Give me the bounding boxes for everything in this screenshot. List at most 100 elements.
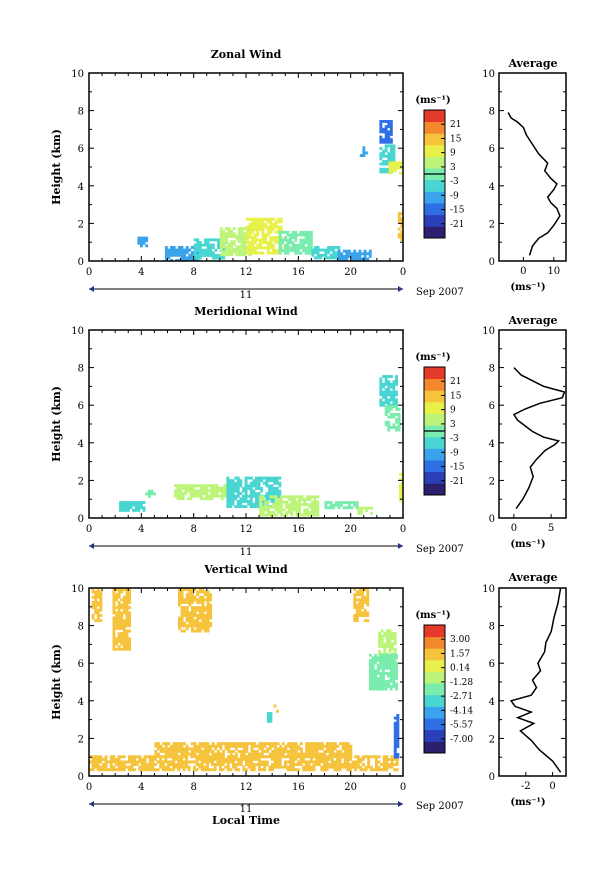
heatmap-cell bbox=[378, 642, 381, 646]
heatmap-cell bbox=[336, 768, 339, 772]
heatmap-cell bbox=[122, 588, 126, 591]
heatmap-cell bbox=[307, 238, 311, 242]
heatmap-cell bbox=[392, 682, 396, 686]
heatmap-cell bbox=[247, 763, 251, 766]
heatmap-cell bbox=[195, 768, 199, 772]
heatmap-cell bbox=[380, 639, 384, 643]
heatmap-cell bbox=[334, 256, 338, 260]
heatmap-cell bbox=[174, 484, 177, 488]
heatmap-cell bbox=[253, 744, 257, 748]
heatmap-cell bbox=[395, 380, 398, 384]
heatmap-cell bbox=[193, 259, 197, 261]
heatmap-cell bbox=[384, 413, 388, 416]
heatmap-cell bbox=[193, 760, 196, 764]
heatmap-cell bbox=[355, 257, 359, 261]
heatmap-cell bbox=[255, 497, 258, 501]
heatmap-cell bbox=[346, 768, 350, 772]
heatmap-cell bbox=[129, 501, 133, 504]
heatmap-cell bbox=[349, 765, 352, 769]
heatmap-cell bbox=[206, 616, 210, 620]
heatmap-cell bbox=[388, 166, 392, 170]
heatmap-cell bbox=[151, 757, 155, 761]
heatmap-cell bbox=[140, 244, 143, 248]
heatmap-cell bbox=[193, 243, 197, 247]
heatmap-cell bbox=[183, 606, 187, 610]
heatmap-cell bbox=[258, 755, 262, 759]
heatmap-cell bbox=[292, 500, 296, 504]
heatmap-cell bbox=[196, 256, 200, 260]
heatmap-cell bbox=[191, 619, 194, 623]
heatmap-cell bbox=[239, 500, 243, 503]
heatmap-cell bbox=[206, 254, 210, 257]
heatmap-cell bbox=[209, 744, 212, 748]
heatmap-cell bbox=[371, 685, 375, 688]
heatmap-cell bbox=[294, 763, 298, 766]
heatmap-cell bbox=[309, 249, 313, 252]
heatmap-cell bbox=[243, 248, 247, 251]
heatmap-cell bbox=[252, 489, 256, 493]
heatmap-cell bbox=[185, 593, 189, 597]
heatmap-cell bbox=[198, 765, 202, 769]
heatmap-cell bbox=[379, 677, 383, 681]
heatmap-cell bbox=[183, 742, 186, 746]
heatmap-cell bbox=[120, 647, 124, 651]
heatmap-cell bbox=[388, 632, 392, 635]
heatmap-cell bbox=[313, 513, 317, 517]
heatmap-cell bbox=[374, 672, 378, 675]
x-tick-label: 4 bbox=[138, 267, 144, 278]
heatmap-cell bbox=[339, 755, 342, 759]
heatmap-cell bbox=[232, 232, 236, 236]
heatmap-cell bbox=[292, 742, 296, 746]
heatmap-cell bbox=[185, 614, 189, 617]
heatmap-cell bbox=[185, 251, 189, 255]
heatmap-cell bbox=[385, 768, 389, 772]
heatmap-cell bbox=[358, 588, 362, 591]
heatmap-cell bbox=[142, 501, 146, 504]
colorbar-segment bbox=[424, 191, 445, 204]
heatmap-cell bbox=[232, 763, 235, 766]
heatmap-cell bbox=[374, 661, 378, 665]
heatmap-cell bbox=[187, 765, 191, 769]
colorbar-label: -5.57 bbox=[450, 721, 473, 731]
heatmap-cell bbox=[363, 588, 367, 591]
heatmap-cell bbox=[273, 500, 277, 503]
heatmap-cell bbox=[374, 682, 378, 686]
heatmap-cell bbox=[225, 227, 228, 231]
heatmap-cell bbox=[206, 744, 210, 748]
heatmap-cell bbox=[240, 240, 244, 244]
heatmap-cell bbox=[198, 744, 202, 748]
heatmap-cell bbox=[198, 611, 202, 615]
heatmap-cell bbox=[226, 760, 230, 764]
heatmap-cell bbox=[355, 506, 359, 510]
heatmap-cell bbox=[117, 619, 121, 623]
heatmap-cell bbox=[265, 476, 269, 480]
heatmap-cell bbox=[369, 679, 372, 683]
heatmap-cell bbox=[384, 682, 388, 686]
heatmap-cell bbox=[389, 403, 393, 407]
heatmap-cell bbox=[259, 495, 262, 499]
heatmap-cell bbox=[382, 138, 385, 142]
heatmap-cell bbox=[333, 760, 337, 764]
heatmap-cell bbox=[278, 476, 282, 480]
heatmap-cell bbox=[128, 595, 131, 599]
heatmap-cell bbox=[341, 763, 345, 766]
heatmap-cell bbox=[196, 251, 199, 255]
average-y-tick-label: 10 bbox=[482, 584, 495, 595]
heatmap-cell bbox=[375, 765, 378, 769]
heatmap-cell bbox=[201, 627, 205, 630]
heatmap-cell bbox=[270, 497, 274, 501]
heatmap-cell bbox=[384, 405, 388, 409]
heatmap-cell bbox=[206, 621, 210, 625]
heatmap-cell bbox=[231, 500, 235, 503]
heatmap-cell bbox=[177, 248, 181, 252]
heatmap-cell bbox=[180, 629, 184, 633]
heatmap-cell bbox=[396, 161, 400, 165]
heatmap-cell bbox=[266, 511, 270, 514]
heatmap-cell bbox=[243, 235, 247, 238]
heatmap-cell bbox=[232, 248, 236, 251]
heatmap-cell bbox=[201, 243, 205, 247]
heatmap-cell bbox=[246, 230, 249, 234]
heatmap-cell bbox=[220, 497, 224, 501]
heatmap-cell bbox=[299, 243, 303, 247]
heatmap-cell bbox=[203, 747, 207, 751]
